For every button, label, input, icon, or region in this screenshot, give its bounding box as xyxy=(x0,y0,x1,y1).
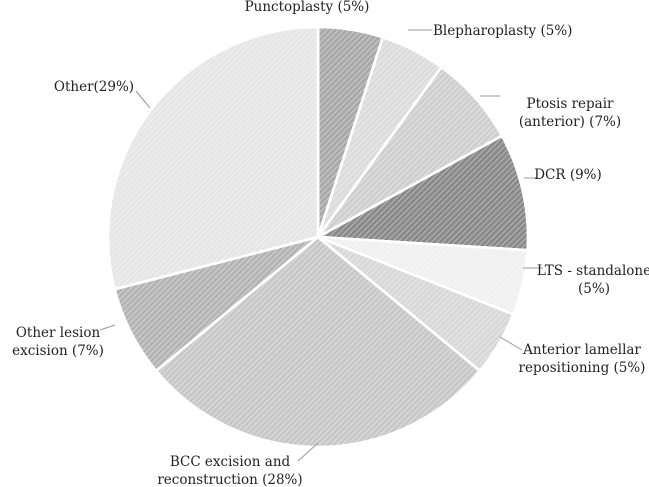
slice-label-line: excision (7%) xyxy=(12,343,104,359)
leader-lines xyxy=(99,29,543,462)
slice-label-line: Ptosis repair xyxy=(526,96,614,112)
slice-label-blepharoplasty-5: Blepharoplasty (5%) xyxy=(433,23,572,39)
slice-label-other-29: Other(29%) xyxy=(54,79,134,95)
slice-label-other-lesion-excision-7: Other lesion excision (7%) xyxy=(12,325,104,359)
slice-label-anterior-lamellar-repositioning-5: Anterior lamellar repositioning (5%) xyxy=(519,342,646,376)
slice-label-line: (anterior) (7%) xyxy=(519,114,621,130)
slice-label-ptosis-repair-anterior-7: Ptosis repair (anterior) (7%) xyxy=(519,96,621,130)
slice-label-dcr-9: DCR (9%) xyxy=(534,167,602,183)
slice-label-line: BCC excision and xyxy=(170,454,291,470)
slice-label-line: DCR (9%) xyxy=(534,167,602,183)
slice-label-line: Punctoplasty (5%) xyxy=(245,0,370,15)
slice-label-line: repositioning (5%) xyxy=(519,360,646,376)
leader-line-other-lesion-excision-7 xyxy=(99,324,116,331)
slice-label-line: (5%) xyxy=(578,281,610,297)
slice-label-line: LTS - standalone xyxy=(537,263,649,279)
pie-slice-hatch-other-29 xyxy=(106,25,320,291)
slice-label-line: Other lesion xyxy=(16,325,101,341)
slice-label-line: Other(29%) xyxy=(54,79,134,95)
leader-line-bcc-excision-and-reconstruction-28 xyxy=(297,442,319,462)
leader-line-anterior-lamellar-repositioning-5 xyxy=(499,336,523,351)
slice-label-line: Anterior lamellar xyxy=(522,342,641,358)
slice-label-punctoplasty-5: Punctoplasty (5%) xyxy=(245,0,370,15)
pie-slices xyxy=(106,25,530,449)
leader-line-other-29 xyxy=(135,90,151,109)
slice-label-line: Blepharoplasty (5%) xyxy=(433,23,572,39)
pie-slice-hatch-dcr-9 xyxy=(313,134,530,252)
slice-label-line: reconstruction (28%) xyxy=(157,472,302,487)
slice-label-lts-standalone-5: LTS - standalone (5%) xyxy=(537,263,649,297)
slice-labels: Punctoplasty (5%) Blepharoplasty (5%) Ptos… xyxy=(12,0,649,487)
pie-slice-hatch-bcc-excision-and-reconstruction-28 xyxy=(154,235,482,449)
slice-label-bcc-excision-and-reconstruction-28: BCC excision and reconstruction (28%) xyxy=(157,454,302,487)
